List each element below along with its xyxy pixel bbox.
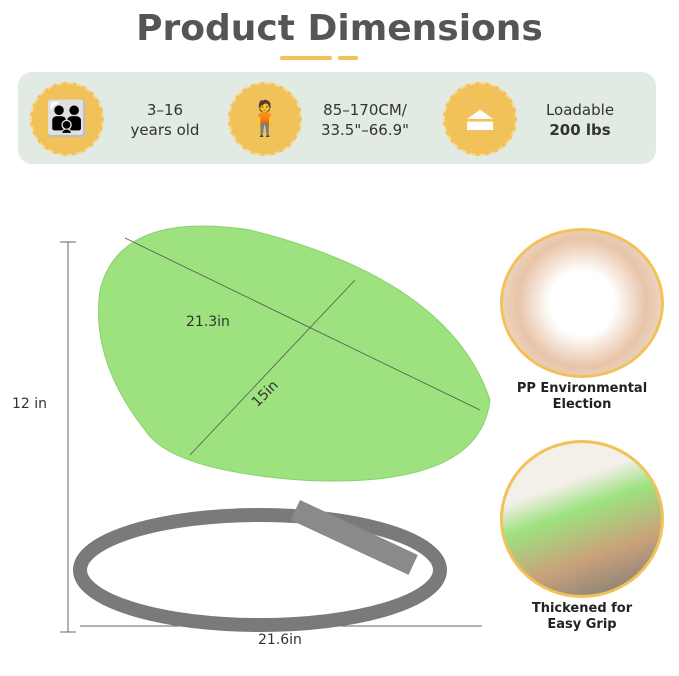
caption-line: PP Environmental xyxy=(516,381,648,396)
title-underline xyxy=(338,56,358,60)
caption-line: Election xyxy=(552,397,612,412)
grip-caption: Thickened for Easy Grip xyxy=(492,601,672,633)
feature-line: 33.5"–66.9" xyxy=(320,121,410,139)
weight-icon: ⏏ xyxy=(443,82,517,156)
caption-line: Easy Grip xyxy=(547,617,617,632)
pp-material-image xyxy=(500,228,664,378)
height-label: 12 in xyxy=(12,396,48,412)
feature-line: Loadable xyxy=(545,101,615,119)
feature-height: 85–170CM/33.5"–66.9" xyxy=(305,100,425,140)
seat xyxy=(97,225,491,482)
feature-line: 3–16 xyxy=(146,101,184,119)
feature-line: 85–170CM/ xyxy=(323,101,407,119)
title-underline xyxy=(280,56,332,60)
pp-caption: PP Environmental Election xyxy=(492,381,672,413)
frame-ring xyxy=(73,508,447,632)
frame-bar xyxy=(290,500,418,575)
feature-age: 3–16 years old xyxy=(110,100,220,140)
page-title: Product Dimensions xyxy=(136,8,543,49)
length-label: 21.3in xyxy=(186,314,230,330)
feature-band xyxy=(18,72,656,164)
caption-line: Thickened for xyxy=(531,601,633,616)
family-icon: 👪 xyxy=(30,82,104,156)
base-label: 21.6in xyxy=(258,632,302,648)
height-icon: 🧍 xyxy=(228,82,302,156)
product-diagram xyxy=(60,225,491,633)
grip-image xyxy=(500,440,664,598)
feature-line: 200 lbs xyxy=(549,121,611,139)
feature-line: years old xyxy=(130,121,200,139)
feature-load: Loadable 200 lbs xyxy=(525,100,635,140)
